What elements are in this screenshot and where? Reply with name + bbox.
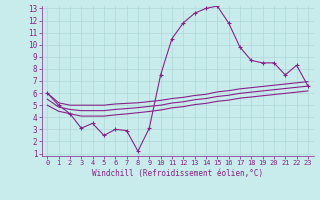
- X-axis label: Windchill (Refroidissement éolien,°C): Windchill (Refroidissement éolien,°C): [92, 169, 263, 178]
